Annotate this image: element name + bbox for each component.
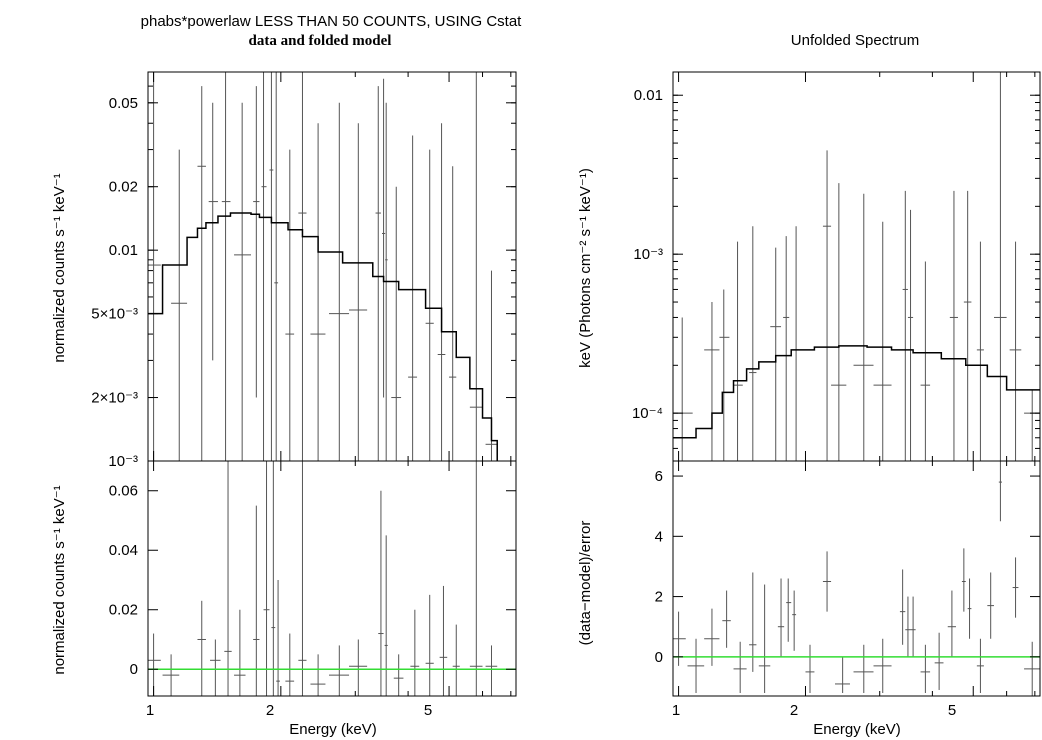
left-xtick-label: 5 xyxy=(424,702,432,719)
ytick-label: 6 xyxy=(655,468,663,485)
right-title: Unfolded Spectrum xyxy=(791,32,919,49)
ytick-label: 10⁻³ xyxy=(108,453,138,470)
right-top-ylabel: keV (Photons cm⁻² s⁻¹ keV⁻¹) xyxy=(577,168,594,368)
ytick-label: 0.02 xyxy=(109,602,138,619)
ytick-label: 5×10⁻³ xyxy=(91,306,138,323)
ytick-label: 0.01 xyxy=(109,242,138,259)
ytick-label: 0.01 xyxy=(634,87,663,104)
model-step-line xyxy=(673,345,1040,439)
left-bot-panel: 0.06 0.04 0.02 0 xyxy=(109,460,517,697)
ytick-label: 0.02 xyxy=(109,179,138,196)
right-bot-panel: 6 4 2 0 xyxy=(655,460,1041,697)
ytick-label: 0 xyxy=(130,661,138,678)
ytick-label: 0.05 xyxy=(109,95,138,112)
right-top-panel: 0.01 10⁻³ 10⁻⁴ xyxy=(632,71,1041,462)
left-top-ylabel: normalized counts s⁻¹ keV⁻¹ xyxy=(51,173,68,362)
plot-panels: 0.05 0.02 0.01 5×10⁻³ 2×10⁻³ 10⁻³ 0.06 0.04 0.02… xyxy=(91,71,1041,697)
right-xtick-label: 1 xyxy=(672,702,680,719)
ytick-label: 10⁻⁴ xyxy=(632,405,663,422)
left-top-panel: 0.05 0.02 0.01 5×10⁻³ 2×10⁻³ 10⁻³ xyxy=(91,71,517,470)
right-bottom-ylabel: (data−model)/error xyxy=(577,521,594,646)
left-title: phabs*powerlaw LESS THAN 50 COUNTS, USIN… xyxy=(141,13,523,30)
left-xlabel: Energy (keV) xyxy=(289,721,377,738)
right-bot-frame xyxy=(672,460,1041,697)
ytick-label: 2×10⁻³ xyxy=(91,390,138,407)
ytick-label: 0.04 xyxy=(109,542,138,559)
ytick-label: 4 xyxy=(655,528,663,545)
model-step-line xyxy=(148,212,498,461)
right-xtick-label: 2 xyxy=(790,702,798,719)
left-xtick-label: 1 xyxy=(146,702,154,719)
ytick-label: 2 xyxy=(655,589,663,606)
right-top-frame xyxy=(672,71,1041,462)
left-xtick-label: 2 xyxy=(266,702,274,719)
left-bot-frame xyxy=(147,460,517,697)
ytick-label: 0.06 xyxy=(109,483,138,500)
ytick-label: 0 xyxy=(655,649,663,666)
ytick-label: 10⁻³ xyxy=(633,246,663,263)
right-xlabel: Energy (keV) xyxy=(813,721,901,738)
left-bottom-ylabel: normalized counts s⁻¹ keV⁻¹ xyxy=(51,485,68,674)
left-top-frame xyxy=(147,71,517,462)
right-xtick-label: 5 xyxy=(948,702,956,719)
left-subtitle: data and folded model xyxy=(249,33,392,49)
